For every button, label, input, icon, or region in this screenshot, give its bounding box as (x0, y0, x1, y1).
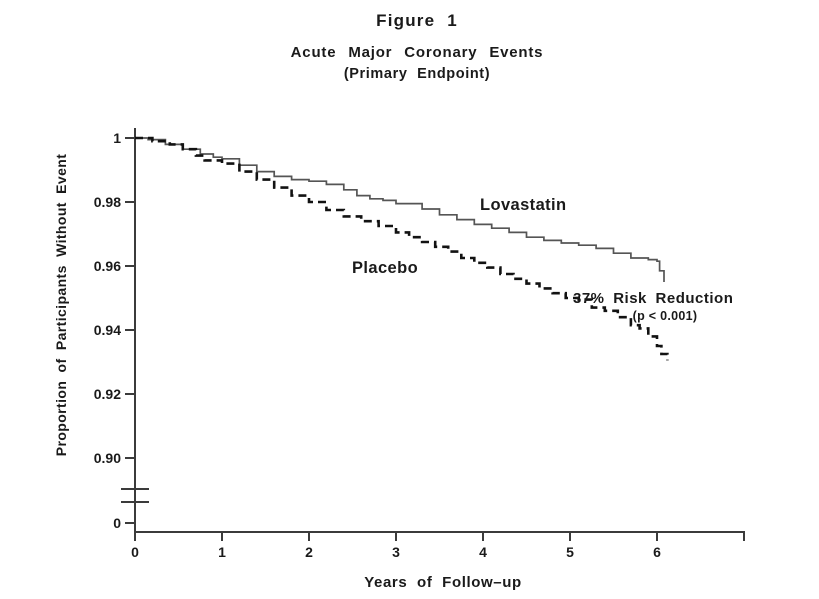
figure-subtitle: Acute Major Coronary Events (290, 44, 544, 61)
figure-title: Figure 1 (376, 11, 458, 30)
p-value-annotation: (p < 0.001) (632, 309, 698, 323)
y-tick-label: 0.92 (94, 386, 121, 402)
y-tick-label: 0 (113, 515, 121, 531)
x-tick-label: 1 (218, 544, 226, 560)
risk-reduction-annotation: 37% Risk Reduction (573, 290, 734, 307)
x-tick-label: 2 (305, 544, 313, 560)
placebo-curve (135, 136, 669, 361)
x-tick-label: 5 (566, 544, 574, 560)
placebo-curve-label: Placebo (352, 259, 419, 277)
y-tick-label: 0.96 (94, 258, 121, 274)
y-tick-label: 0.90 (94, 450, 121, 466)
x-tick-label: 0 (131, 544, 139, 560)
y-tick-label: 1 (113, 130, 121, 146)
x-tick-label: 6 (653, 544, 661, 560)
x-tick-label: 4 (479, 544, 487, 560)
figure-subtitle-secondary: (Primary Endpoint) (343, 66, 491, 82)
y-tick-label: 0.98 (94, 194, 121, 210)
lovastatin-curve-label: Lovastatin (480, 196, 567, 214)
x-tick-label: 3 (392, 544, 400, 560)
lovastatin-curve (135, 137, 665, 282)
y-tick-label: 0.94 (94, 322, 121, 338)
y-axis-title: Proportion of Participants Without Event (53, 153, 69, 457)
x-axis-title: Years of Follow–up (364, 574, 522, 591)
